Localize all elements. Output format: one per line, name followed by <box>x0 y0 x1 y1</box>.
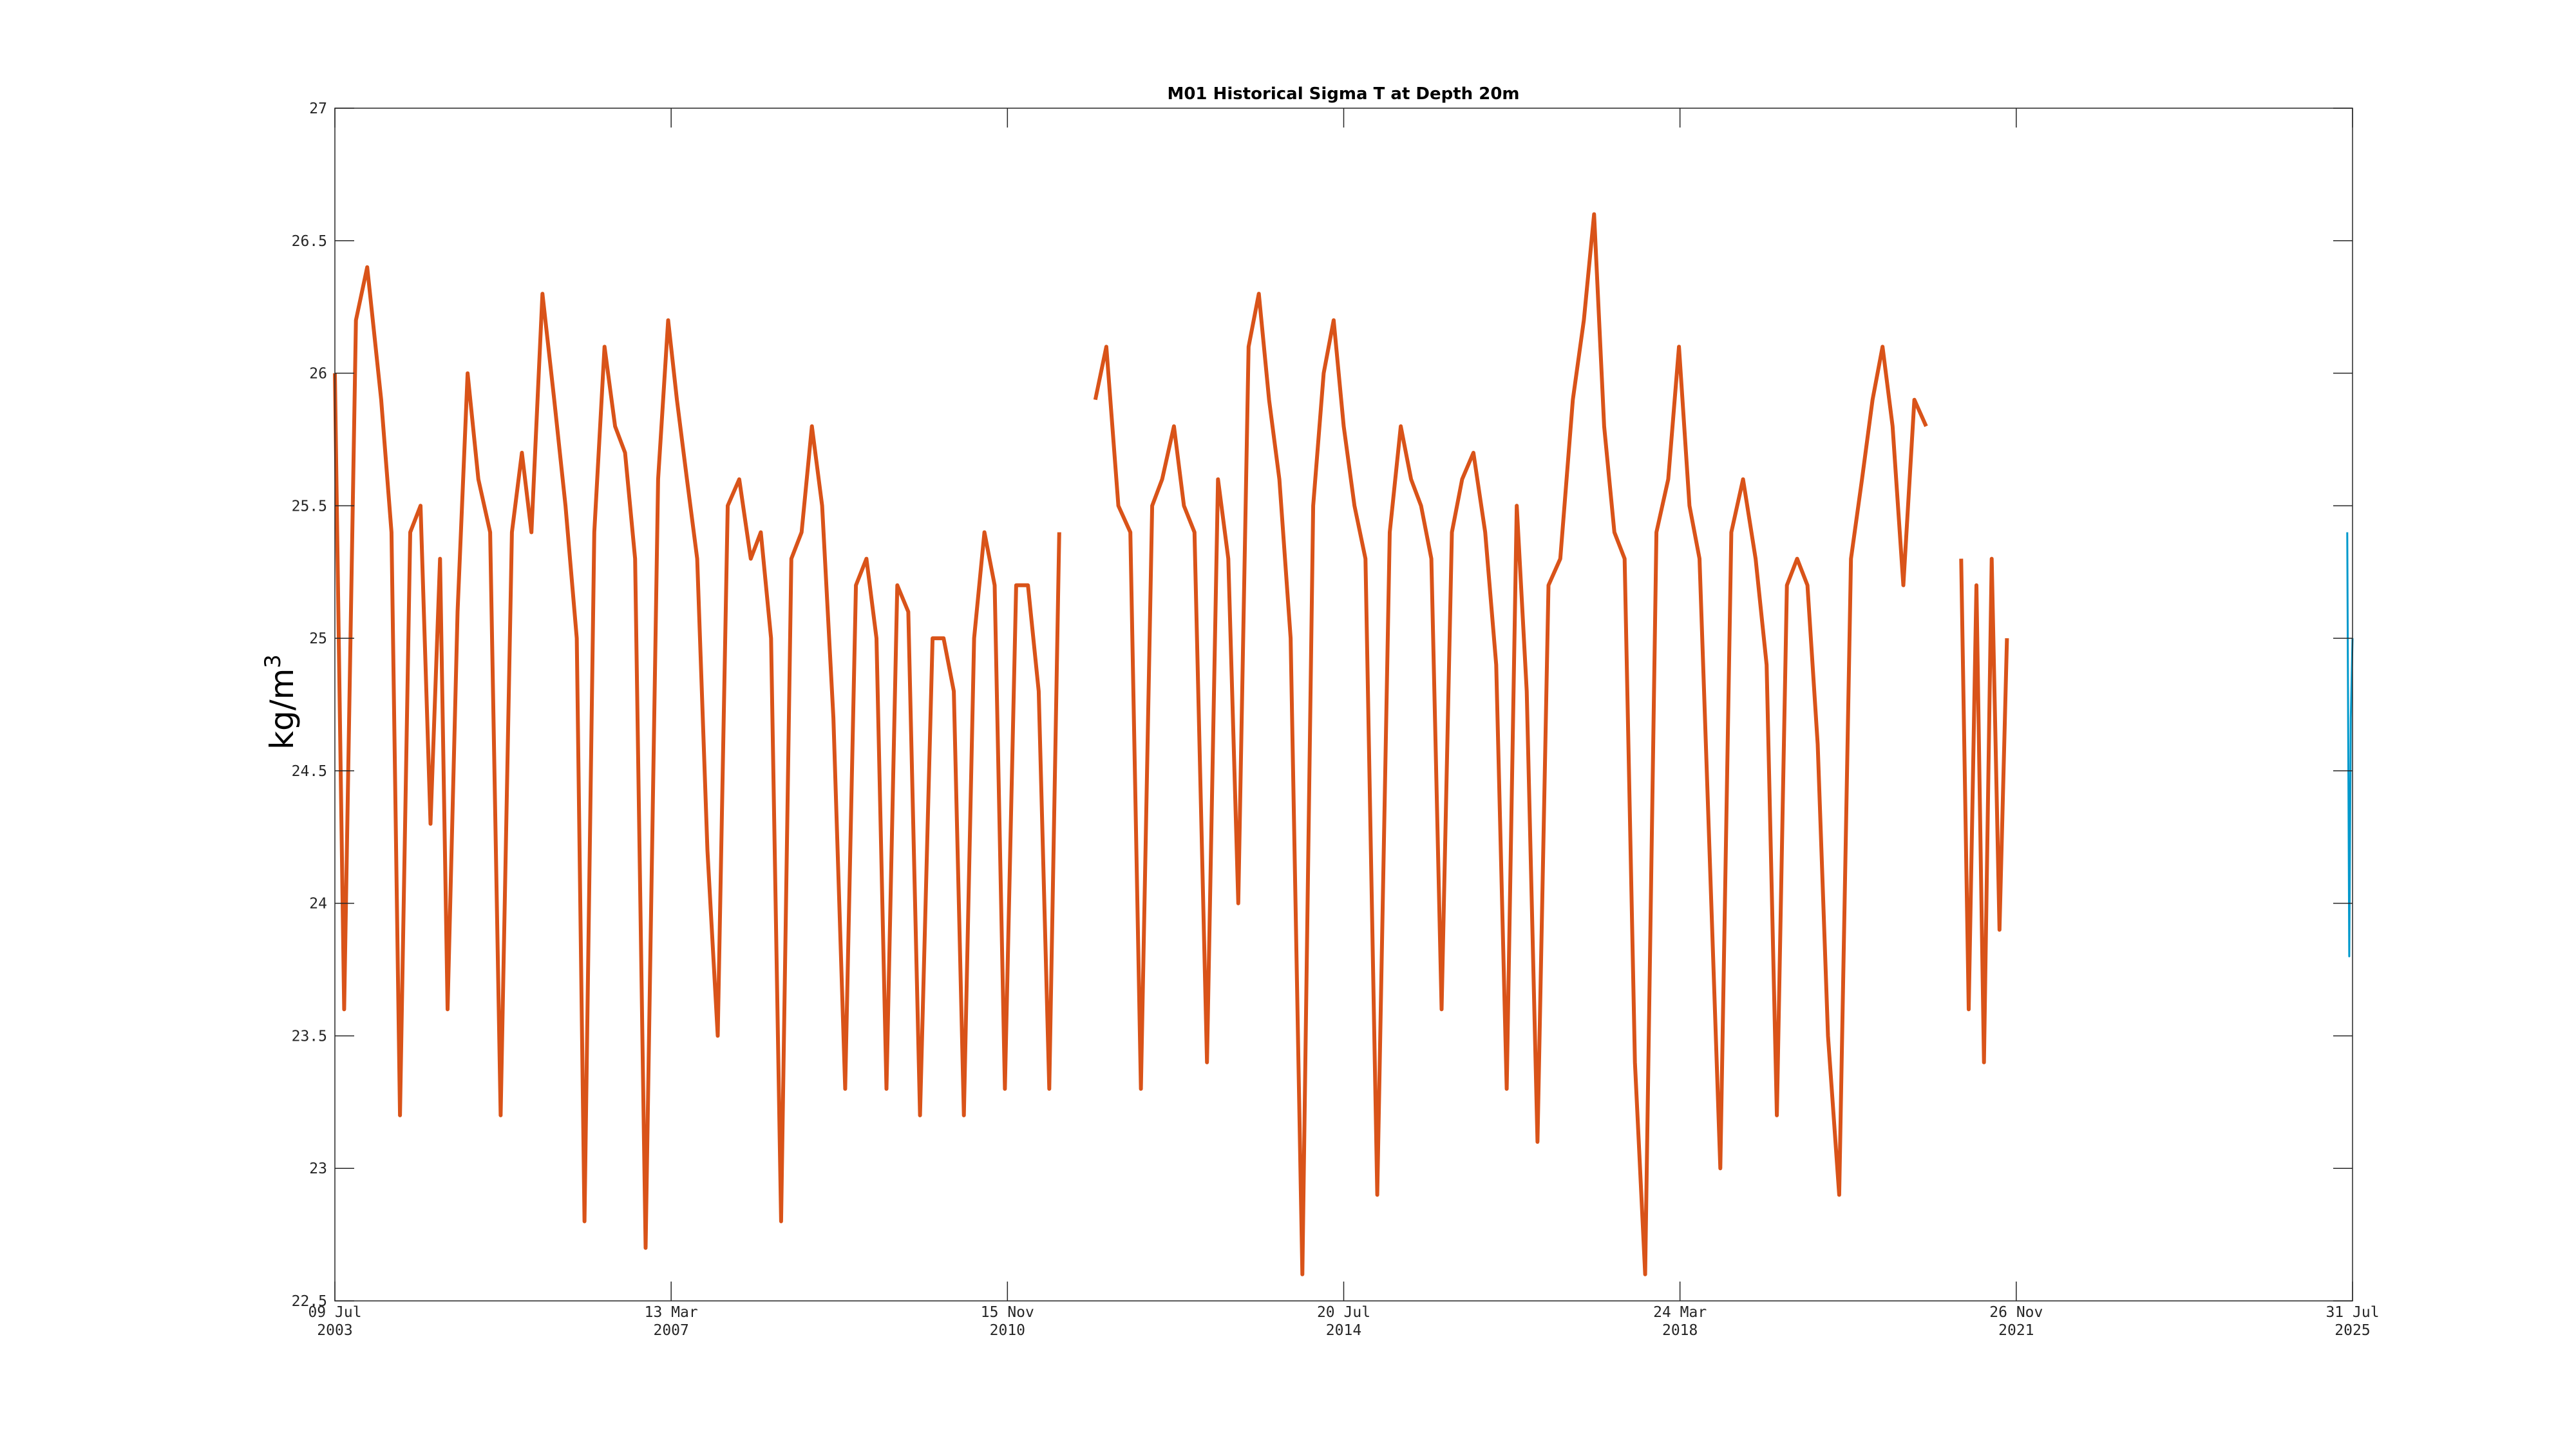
plot-area <box>333 212 2354 1276</box>
x-tick-label-bottom: 2010 <box>990 1322 1025 1339</box>
series-0-segment-1 <box>1093 212 1928 1276</box>
y-tick-label: 22.5 <box>292 1293 327 1310</box>
y-tick-label: 24.5 <box>292 763 327 780</box>
y-tick-label: 26 <box>309 366 327 383</box>
x-tick-label-bottom: 2007 <box>653 1322 688 1339</box>
x-tick-label-top: 09 Jul <box>308 1304 361 1321</box>
y-tick-label: 23.5 <box>292 1028 327 1045</box>
x-tick-label-bottom: 2014 <box>1326 1322 1361 1339</box>
y-axis-label: kg/m3 <box>260 654 301 750</box>
y-tick-label: 26.5 <box>292 233 327 250</box>
y-tick-label: 23 <box>309 1160 327 1177</box>
chart-title: M01 Historical Sigma T at Depth 20m <box>1167 84 1519 104</box>
x-tick-label-top: 26 Nov <box>1989 1304 2043 1321</box>
x-tick-label-top: 31 Jul <box>2325 1304 2379 1321</box>
y-tick-label: 24 <box>309 896 327 913</box>
y-tick-label: 25.5 <box>292 498 327 515</box>
series-0-segment-2 <box>1959 556 2009 1065</box>
x-tick-label-top: 13 Mar <box>645 1304 698 1321</box>
series-1-segment-0 <box>2346 532 2354 958</box>
x-tick-label-top: 24 Mar <box>1653 1304 1707 1321</box>
x-tick-label-top: 20 Jul <box>1317 1304 1370 1321</box>
x-tick-label-bottom: 2025 <box>2334 1322 2370 1339</box>
x-tick-label-bottom: 2021 <box>1998 1322 2034 1339</box>
x-tick-label-bottom: 2018 <box>1662 1322 1698 1339</box>
axes: 22.5 23 23.5 24 24.5 25 25.5 26 26.5 27 09 Jul2003… <box>292 100 2380 1339</box>
y-tick-label: 27 <box>309 100 327 117</box>
x-tick-label-top: 15 Nov <box>981 1304 1034 1321</box>
x-tick-label-bottom: 2003 <box>317 1322 352 1339</box>
series-0-segment-0 <box>333 265 1061 1250</box>
y-tick-label: 25 <box>309 630 327 647</box>
